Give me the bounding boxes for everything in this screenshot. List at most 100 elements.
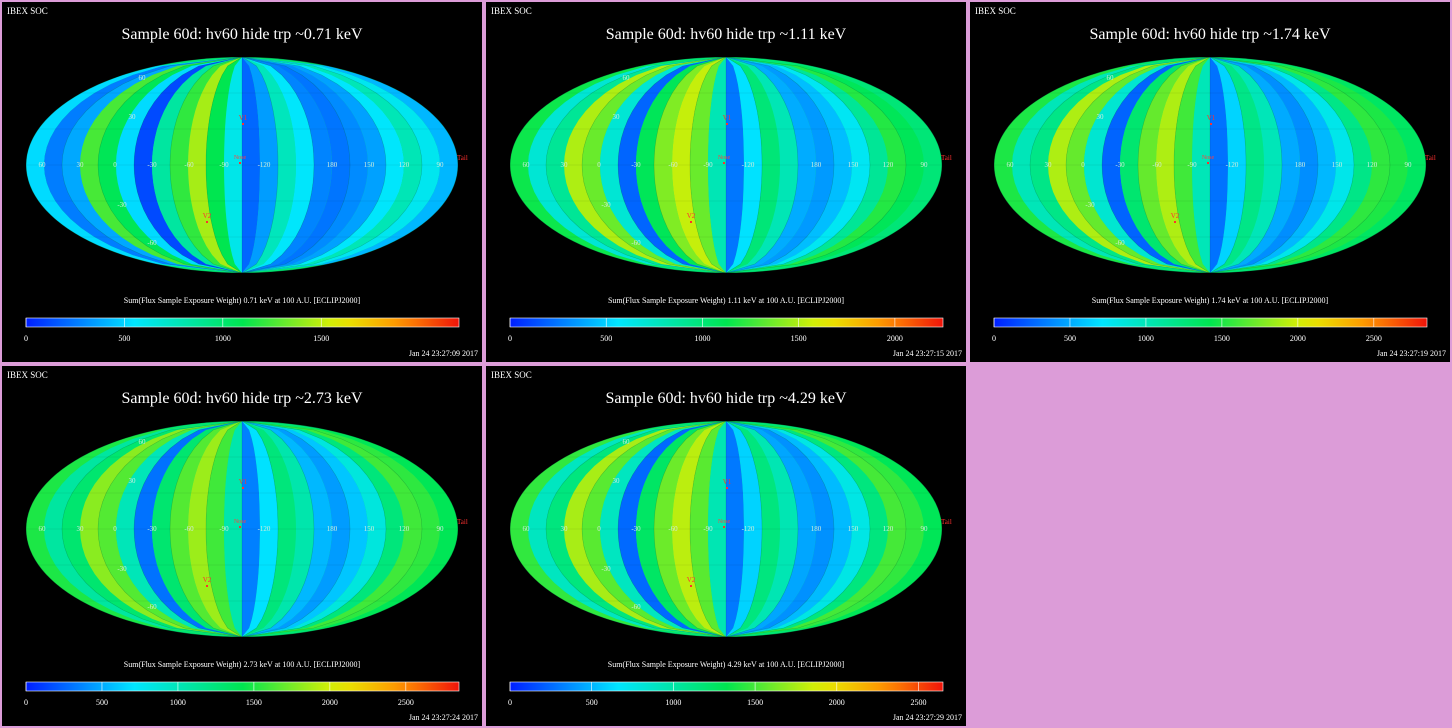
map-band <box>1210 57 1282 273</box>
map-band <box>726 57 762 273</box>
meridian-line <box>581 57 727 273</box>
skymap-svg: IBEX SOC Sample 60d: hv60 hide trp ~1.11 … <box>491 6 962 358</box>
colorbar-tick-label: 500 <box>586 698 598 707</box>
latitude-label: 30 <box>129 477 137 485</box>
map-band <box>242 57 350 273</box>
latitude-label: 60 <box>139 438 147 446</box>
map-band <box>1210 57 1228 273</box>
longitude-label: 30 <box>561 161 569 169</box>
latitude-label: -30 <box>117 201 127 209</box>
map-band <box>224 421 242 637</box>
map-band <box>242 57 278 273</box>
map-band <box>1102 57 1210 273</box>
marker-dot <box>723 526 725 528</box>
longitude-label: -60 <box>184 161 194 169</box>
longitude-label: -60 <box>184 525 194 533</box>
meridian-line <box>1029 57 1211 273</box>
colorbar-tick-label: 2000 <box>1290 334 1306 343</box>
map-band <box>242 421 368 637</box>
map-band <box>726 57 744 273</box>
longitude-label: 120 <box>1367 161 1378 169</box>
map-band <box>672 57 726 273</box>
meridian-line <box>653 421 727 637</box>
chart-title: Sample 60d: hv60 hide trp ~2.73 keV <box>121 390 363 407</box>
longitude-label: 90 <box>437 161 445 169</box>
map-band <box>726 421 816 637</box>
timestamp: Jan 24 23:27:19 2017 <box>1377 349 1446 358</box>
marker-v1: V1 <box>723 114 732 122</box>
colorbar-tick-label: 1500 <box>246 698 262 707</box>
colorbar-tick-label: 500 <box>96 698 108 707</box>
longitude-label: -90 <box>1187 161 1197 169</box>
map-band <box>1084 57 1210 273</box>
colorbar-tick-label: 2500 <box>398 698 414 707</box>
map-band <box>242 421 278 637</box>
corner-label: IBEX SOC <box>7 6 48 16</box>
latitude-label: 60 <box>139 74 147 82</box>
marker-tail: Tail <box>1425 154 1436 162</box>
longitude-label: 180 <box>811 525 822 533</box>
meridian-line <box>1209 57 1319 273</box>
map-bands <box>994 57 1426 273</box>
latitude-label: 30 <box>613 477 621 485</box>
timestamp: Jan 24 23:27:24 2017 <box>409 713 478 722</box>
map-band <box>600 421 726 637</box>
map-band <box>654 421 726 637</box>
marker-v1: V1 <box>239 478 248 486</box>
latitude-label: -60 <box>147 603 157 611</box>
chart-title: Sample 60d: hv60 hide trp ~0.71 keV <box>121 26 363 43</box>
map-band <box>242 57 296 273</box>
marker-dot <box>1210 123 1212 125</box>
timestamp: Jan 24 23:27:09 2017 <box>409 349 478 358</box>
chart-title: Sample 60d: hv60 hide trp ~1.11 keV <box>606 26 847 43</box>
longitude-label: 60 <box>523 525 531 533</box>
meridian-line <box>617 57 727 273</box>
map-outline <box>25 56 459 274</box>
longitude-label: -60 <box>1152 161 1162 169</box>
meridian-line <box>241 57 387 273</box>
meridian-line <box>241 421 351 637</box>
latitude-label: -60 <box>1115 239 1125 247</box>
latitude-label: -60 <box>631 603 641 611</box>
latitude-label: -30 <box>601 201 611 209</box>
map-band <box>618 57 726 273</box>
colorbar-tick-label: 1000 <box>694 334 710 343</box>
longitude-label: 150 <box>364 161 375 169</box>
colorbar-tick-label: 0 <box>508 334 512 343</box>
longitude-label: -30 <box>147 525 157 533</box>
meridian-line <box>1173 57 1211 273</box>
map-band <box>242 421 314 637</box>
longitude-label: -90 <box>219 525 229 533</box>
colorbar-tick-label: 2000 <box>887 334 903 343</box>
meridian-line <box>133 421 243 637</box>
map-band <box>242 57 260 273</box>
meridian-line <box>241 421 279 637</box>
marker-nose: Nose <box>234 519 247 525</box>
map-band <box>170 57 242 273</box>
map-bands <box>26 421 458 637</box>
marker-dot <box>690 585 692 587</box>
map-band <box>170 421 242 637</box>
longitude-label: 0 <box>1081 161 1085 169</box>
meridian-line <box>725 57 871 273</box>
colorbar-tick-label: 2500 <box>1366 334 1382 343</box>
map-band <box>1210 57 1336 273</box>
marker-nose: Nose <box>718 155 731 161</box>
longitude-label: 60 <box>523 161 531 169</box>
map-band <box>726 421 762 637</box>
map-band <box>636 57 726 273</box>
skymap-svg: IBEX SOC Sample 60d: hv60 hide trp ~4.29 … <box>491 370 962 722</box>
skymap-panel-2: IBEX SOC Sample 60d: hv60 hide trp ~1.11 … <box>486 2 966 362</box>
colorbar-tick-label: 1500 <box>1214 334 1230 343</box>
marker-v2: V2 <box>203 212 212 220</box>
longitude-label: -90 <box>703 525 713 533</box>
longitude-label: 60 <box>1007 161 1015 169</box>
map-outline <box>509 420 943 638</box>
corner-label: IBEX SOC <box>975 6 1016 16</box>
meridian-line <box>133 57 243 273</box>
longitude-label: 90 <box>1405 161 1413 169</box>
longitude-label: 90 <box>921 161 929 169</box>
marker-dot <box>1174 221 1176 223</box>
meridian-line <box>1209 57 1391 273</box>
meridian-line <box>61 57 243 273</box>
